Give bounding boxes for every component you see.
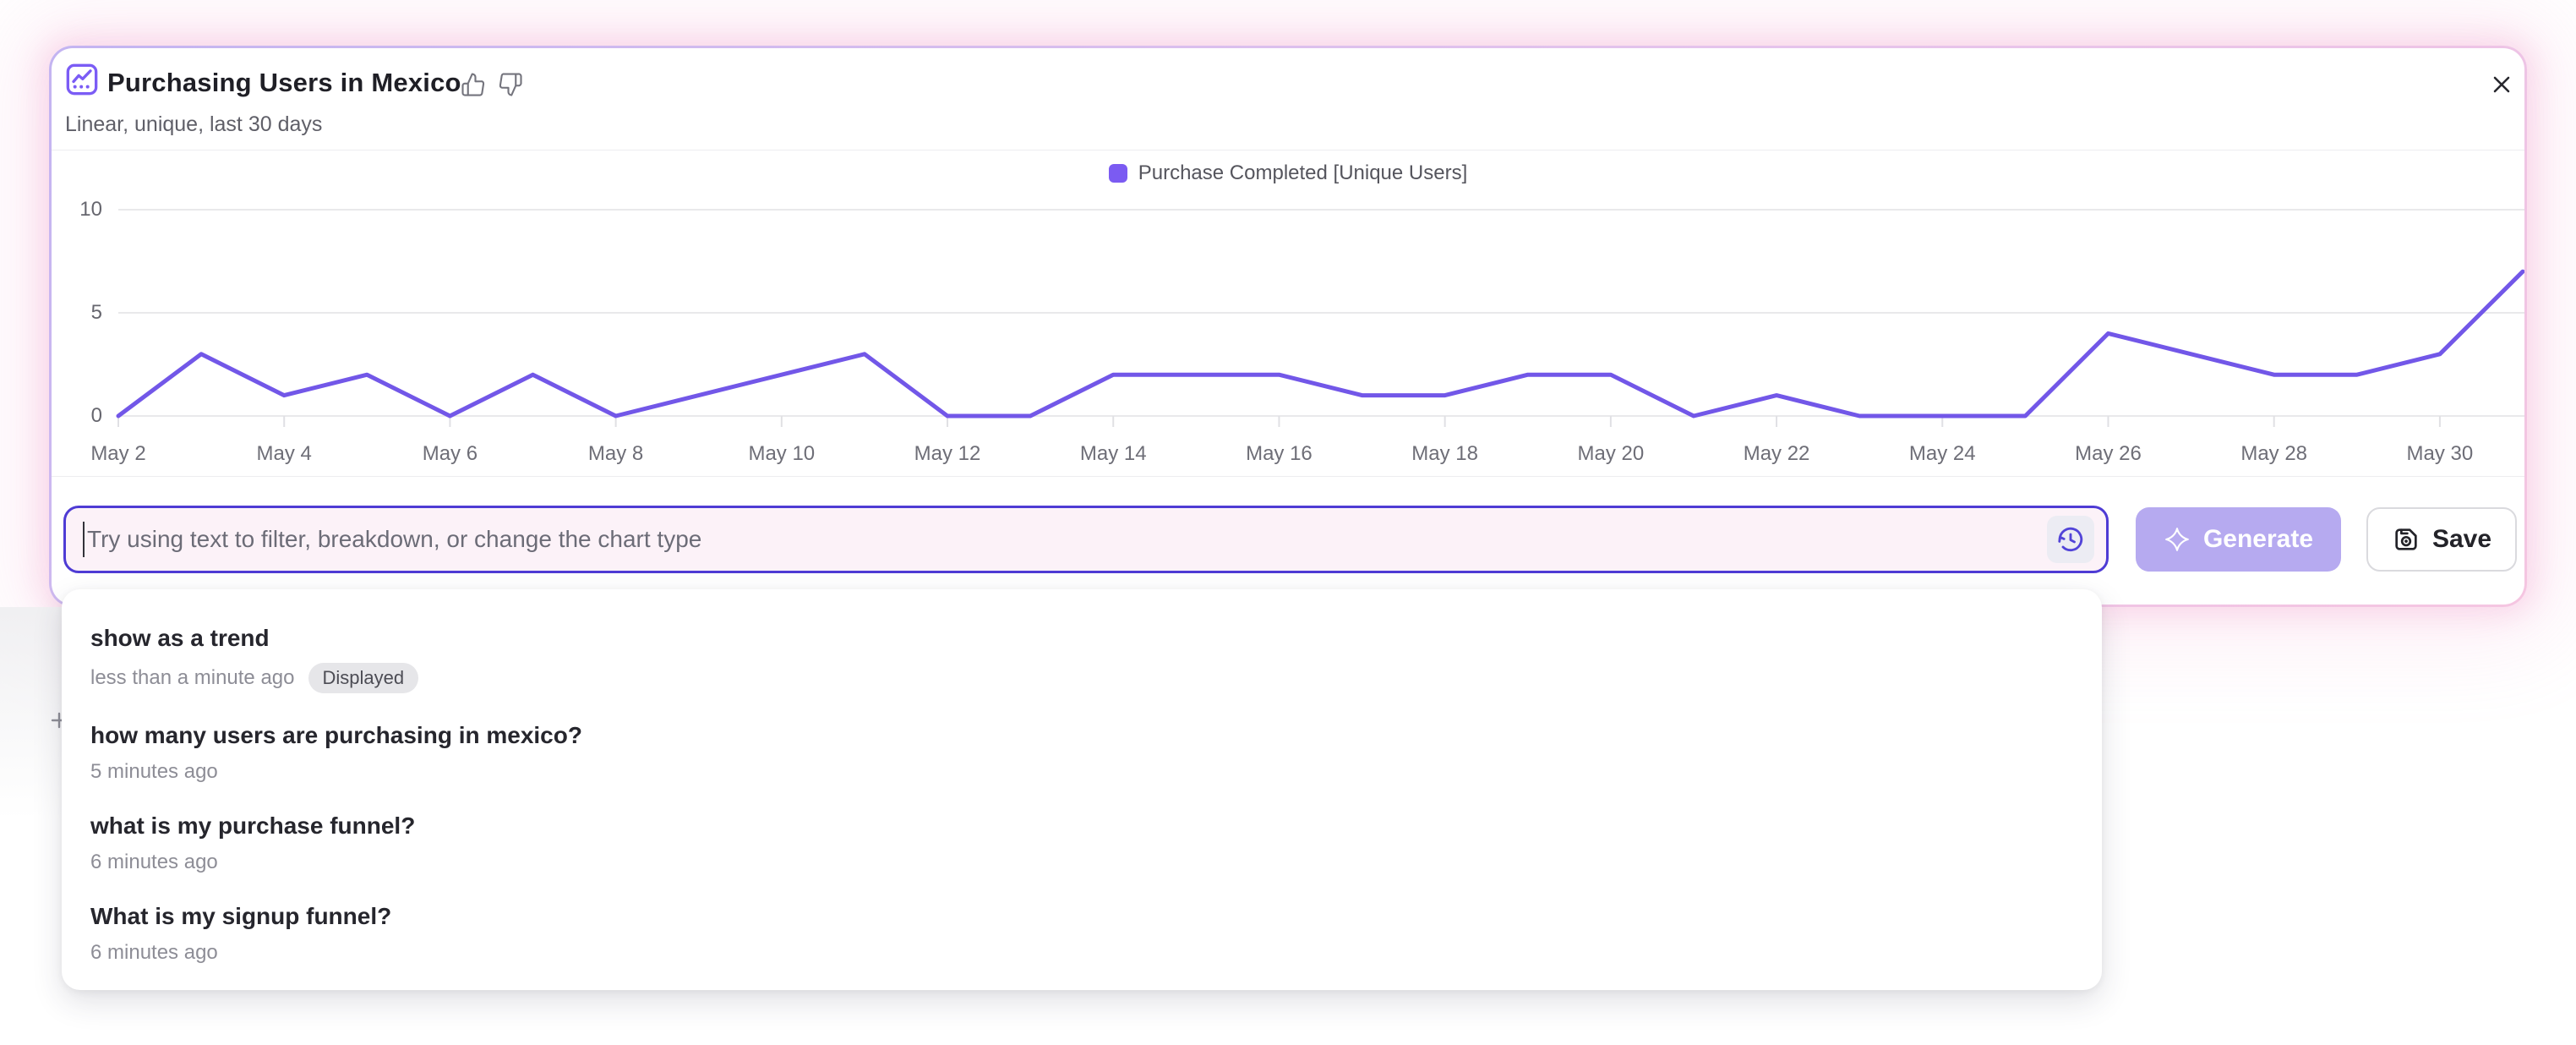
y-tick-label: 5 — [90, 301, 102, 324]
x-tick-label: May 24 — [1908, 442, 1976, 465]
x-tick-label: May 14 — [1079, 442, 1147, 465]
history-item[interactable]: how many users are purchasing in mexico?… — [62, 709, 2102, 799]
chart-legend[interactable]: Purchase Completed [Unique Users] — [52, 161, 2524, 185]
generate-button[interactable]: Generate — [2136, 507, 2341, 572]
series-line — [116, 269, 2524, 419]
history-item-query: what is my purchase funnel? — [90, 812, 416, 839]
history-icon — [2058, 527, 2083, 552]
history-item-time: less than a minute ago — [90, 666, 295, 689]
history-item-time: 6 minutes ago — [90, 851, 218, 873]
chart-subtitle: Linear, unique, last 30 days — [65, 112, 323, 136]
thumbs-down-icon[interactable] — [498, 72, 523, 97]
chart-icon — [66, 63, 98, 96]
chart-card: Purchasing Users in Mexico Linear, uniqu… — [52, 48, 2524, 605]
chart-card-frame: Purchasing Users in Mexico Linear, uniqu… — [49, 46, 2527, 607]
chart-divider — [52, 476, 2524, 477]
y-tick-label: 0 — [90, 404, 102, 427]
history-item-meta: 5 minutes ago — [90, 760, 2073, 784]
x-tick-label: May 16 — [1246, 442, 1313, 465]
save-label: Save — [2431, 525, 2492, 553]
close-icon[interactable] — [2486, 68, 2518, 101]
save-button[interactable]: Save — [2366, 507, 2517, 572]
thumbs-up-icon[interactable] — [461, 72, 486, 97]
text-caret — [83, 522, 85, 557]
x-tick-label: May 20 — [1577, 442, 1645, 465]
history-dropdown: show as a trend less than a minute ago Dis… — [62, 589, 2102, 990]
history-item[interactable]: show as a trend less than a minute ago Dis… — [62, 611, 2102, 709]
page-title: Purchasing Users in Mexico — [107, 68, 461, 97]
legend-swatch — [1108, 164, 1127, 183]
x-tick-label: May 8 — [587, 442, 644, 465]
x-tick-label: May 12 — [914, 442, 981, 465]
history-item-meta: 6 minutes ago — [90, 941, 2073, 965]
save-icon — [2395, 528, 2417, 550]
history-item-meta: 6 minutes ago — [90, 851, 2073, 874]
prompt-input[interactable]: Try using text to filter, breakdown, or … — [63, 506, 2109, 573]
status-badge: Displayed — [308, 663, 419, 693]
x-tick-label: May 30 — [2406, 442, 2474, 465]
x-tick-label: May 2 — [90, 442, 146, 465]
history-item-query: how many users are purchasing in mexico? — [90, 722, 582, 748]
history-item-meta: less than a minute ago Displayed — [90, 663, 2073, 693]
x-tick-label: May 10 — [748, 442, 816, 465]
history-item-query: show as a trend — [90, 625, 270, 651]
sparkle-icon — [2165, 528, 2189, 551]
x-tick-label: May 6 — [422, 442, 478, 465]
prompt-placeholder: Try using text to filter, breakdown, or … — [87, 526, 702, 552]
x-tick-label: May 28 — [2240, 442, 2308, 465]
history-item-time: 5 minutes ago — [90, 760, 218, 783]
history-item-time: 6 minutes ago — [90, 941, 218, 964]
history-item[interactable]: What is my signup funnel? 6 minutes ago — [62, 889, 2102, 980]
x-tick-label: May 26 — [2075, 442, 2142, 465]
x-tick-label: May 4 — [256, 442, 312, 465]
chart-svg — [116, 209, 2524, 427]
x-tick-label: May 22 — [1743, 442, 1810, 465]
history-item[interactable]: what is my purchase funnel? 6 minutes ago — [62, 799, 2102, 889]
history-item-query: What is my signup funnel? — [90, 903, 392, 929]
generate-label: Generate — [2202, 525, 2314, 553]
y-tick-label: 10 — [79, 198, 102, 221]
legend-label: Purchase Completed [Unique Users] — [1138, 161, 1468, 184]
x-tick-label: May 18 — [1411, 442, 1478, 465]
history-button[interactable] — [2047, 516, 2094, 563]
